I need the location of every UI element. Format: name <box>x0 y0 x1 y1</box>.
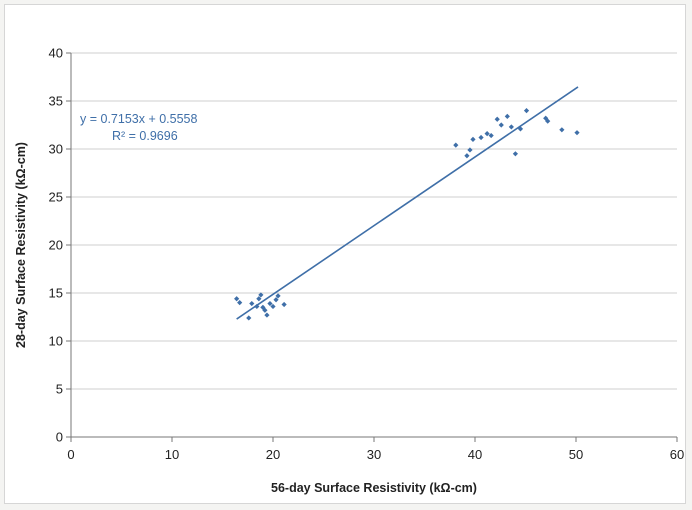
data-point <box>234 296 240 302</box>
y-tick-label: 20 <box>49 238 63 253</box>
data-point <box>246 315 252 321</box>
data-point <box>517 126 524 132</box>
data-point <box>488 132 494 139</box>
data-point <box>453 142 459 148</box>
data-point <box>545 118 551 124</box>
data-point <box>256 296 262 302</box>
data-point <box>275 293 281 299</box>
data-point <box>281 301 287 308</box>
data-point <box>249 300 255 307</box>
data-point <box>484 131 490 137</box>
data-point <box>267 300 273 307</box>
y-tick-label: 35 <box>49 94 63 109</box>
data-point <box>237 300 243 306</box>
data-point <box>543 115 549 121</box>
data-point <box>467 147 473 153</box>
chart-frame <box>4 4 686 504</box>
data-point <box>508 124 514 130</box>
x-tick-label: 60 <box>670 447 684 462</box>
x-tick-label: 30 <box>367 447 381 462</box>
x-axis-title: 56-day Surface Resistivity (kΩ-cm) <box>271 481 477 495</box>
y-tick-label: 40 <box>49 46 63 61</box>
y-axis-title: 28-day Surface Resistivity (kΩ-cm) <box>14 142 28 348</box>
data-point <box>254 303 260 310</box>
trendline-r-squared: R² = 0.9696 <box>112 129 178 143</box>
y-tick-label: 30 <box>49 142 63 157</box>
data-point <box>523 108 530 114</box>
x-axis-ticks: 0 10 20 30 40 50 60 <box>67 437 684 462</box>
data-point <box>512 151 518 157</box>
y-tick-label: 0 <box>56 430 63 445</box>
data-point <box>559 127 565 133</box>
data-point <box>273 297 279 303</box>
trendline-line <box>236 86 579 320</box>
x-tick-label: 50 <box>569 447 583 462</box>
y-tick-label: 5 <box>56 382 63 397</box>
y-tick-label: 10 <box>49 334 63 349</box>
trendline-equation: y = 0.7153x + 0.5558 <box>80 112 198 126</box>
data-point <box>478 134 484 141</box>
data-point <box>498 122 504 128</box>
grid <box>71 52 677 390</box>
x-tick-label: 20 <box>266 447 280 462</box>
y-tick-label: 25 <box>49 190 63 205</box>
data-point <box>258 292 264 298</box>
y-tick-label: 15 <box>49 286 63 301</box>
data-point <box>464 153 470 159</box>
data-point <box>260 304 266 310</box>
x-tick-label: 40 <box>468 447 482 462</box>
data-point <box>494 116 500 122</box>
data-point <box>262 307 268 313</box>
data-points <box>234 108 580 321</box>
trendline <box>236 86 579 320</box>
data-point <box>264 312 270 318</box>
x-tick-label: 0 <box>67 447 74 462</box>
data-point <box>504 113 510 119</box>
y-axis-ticks: 0 5 10 15 20 25 30 35 40 <box>49 46 71 445</box>
x-tick-label: 10 <box>165 447 179 462</box>
data-point <box>270 303 276 310</box>
data-point <box>574 130 580 136</box>
data-point <box>470 136 476 142</box>
